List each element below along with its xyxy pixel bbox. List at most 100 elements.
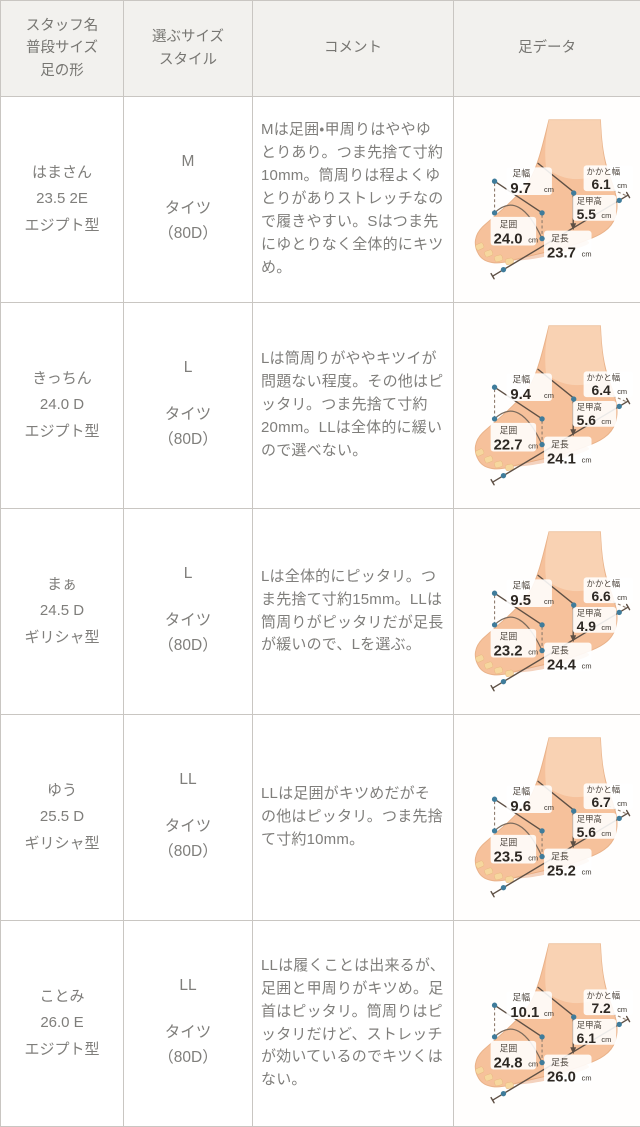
heel-width-value: 6.4 <box>591 382 611 398</box>
foot-width-unit: cm <box>544 391 554 400</box>
length-unit: cm <box>581 867 591 876</box>
header-size: 選ぶサイズ スタイル <box>124 1 253 97</box>
style-label: タイツ （80D） <box>125 815 251 865</box>
foot-width-value: 10.1 <box>510 1005 539 1021</box>
heel-width-value: 6.1 <box>591 176 611 192</box>
length-value: 23.7 <box>547 245 576 261</box>
heel-width-label: かかと幅 <box>586 372 620 382</box>
instep-height-unit: cm <box>601 828 611 837</box>
length-label: 足長 <box>550 233 568 243</box>
heel-width-unit: cm <box>617 387 627 396</box>
girth-value: 23.5 <box>493 849 522 865</box>
heel-width-value: 6.6 <box>591 588 611 604</box>
length-label: 足長 <box>550 1057 568 1067</box>
size-cell: L タイツ （80D） <box>124 509 253 715</box>
girth-unit: cm <box>528 1059 538 1068</box>
instep-height-label: 足甲高 <box>576 813 601 823</box>
chosen-size: LL <box>125 977 251 995</box>
length-label: 足長 <box>550 645 568 655</box>
chosen-size: L <box>125 359 251 377</box>
foot-width-value: 9.4 <box>510 387 531 403</box>
instep-height-unit: cm <box>601 622 611 631</box>
foot-width-unit: cm <box>544 185 554 194</box>
girth-value: 24.0 <box>493 231 522 247</box>
foot-width-value: 9.5 <box>510 593 531 609</box>
foot-width-label: 足幅 <box>512 373 530 384</box>
foot-measurement-illustration: 足幅 9.5 cm かかと幅 6.6 cm 足甲高 4.9 cm 足囲 23.2… <box>455 515 640 709</box>
girth-unit: cm <box>528 235 538 244</box>
style-label: タイツ （80D） <box>125 403 251 453</box>
instep-height-unit: cm <box>601 210 611 219</box>
girth-unit: cm <box>528 853 538 862</box>
girth-value: 23.2 <box>493 643 522 659</box>
size-cell: M タイツ （80D） <box>124 97 253 303</box>
instep-height-label: 足甲高 <box>576 401 601 411</box>
heel-width-label: かかと幅 <box>586 990 620 1000</box>
staff-cell: まぁ 24.5 D ギリシャ型 <box>1 509 124 715</box>
girth-label: 足囲 <box>499 1043 517 1053</box>
table-body: はまさん 23.5 2E エジプト型 M タイツ （80D） Mは足囲・甲周りは… <box>1 97 640 1127</box>
girth-label: 足囲 <box>499 837 517 847</box>
size-cell: LL タイツ （80D） <box>124 715 253 921</box>
header-staff: スタッフ名 普段サイズ 足の形 <box>1 1 124 97</box>
foot-measurement-illustration: 足幅 9.7 cm かかと幅 6.1 cm 足甲高 5.5 cm 足囲 24.0… <box>455 103 640 297</box>
chosen-size: LL <box>125 771 251 789</box>
heel-width-unit: cm <box>617 181 627 190</box>
table-row: まぁ 24.5 D ギリシャ型 L タイツ （80D） Lは全体的にピッタリ。つ… <box>1 509 640 715</box>
foot-data-cell: 足幅 9.6 cm かかと幅 6.7 cm 足甲高 5.6 cm 足囲 23.5… <box>454 715 640 921</box>
foot-width-label: 足幅 <box>512 167 530 178</box>
staff-cell: ことみ 26.0 E エジプト型 <box>1 921 124 1127</box>
length-unit: cm <box>581 249 591 258</box>
table-row: ゆう 25.5 D ギリシャ型 LL タイツ （80D） LLは足囲がキツめだが… <box>1 715 640 921</box>
foot-data-cell: 足幅 9.5 cm かかと幅 6.6 cm 足甲高 4.9 cm 足囲 23.2… <box>454 509 640 715</box>
comment-cell: LLは足囲がキツめだがその他はピッタリ。つま先捨て寸約10mm。 <box>253 715 454 921</box>
length-label: 足長 <box>550 851 568 861</box>
size-cell: LL タイツ （80D） <box>124 921 253 1127</box>
girth-unit: cm <box>528 441 538 450</box>
heel-width-label: かかと幅 <box>586 578 620 588</box>
foot-width-label: 足幅 <box>512 579 530 590</box>
chosen-size: L <box>125 565 251 583</box>
foot-width-unit: cm <box>544 1009 554 1018</box>
instep-height-label: 足甲高 <box>576 195 601 205</box>
instep-height-unit: cm <box>601 416 611 425</box>
foot-width-label: 足幅 <box>512 991 530 1002</box>
comment-cell: Lは筒周りがややキツイが問題ない程度。その他はピッタリ。つま先捨て寸約20mm。… <box>253 303 454 509</box>
girth-label: 足囲 <box>499 631 517 641</box>
girth-label: 足囲 <box>499 425 517 435</box>
header-comment: コメント <box>253 1 454 97</box>
foot-width-value: 9.6 <box>510 799 531 815</box>
header-footdata: 足データ <box>454 1 640 97</box>
staff-cell: きっちん 24.0 D エジプト型 <box>1 303 124 509</box>
foot-data-cell: 足幅 9.4 cm かかと幅 6.4 cm 足甲高 5.6 cm 足囲 22.7… <box>454 303 640 509</box>
heel-width-unit: cm <box>617 1005 627 1014</box>
staff-cell: はまさん 23.5 2E エジプト型 <box>1 97 124 303</box>
girth-value: 22.7 <box>493 437 522 453</box>
style-label: タイツ （80D） <box>125 1021 251 1071</box>
instep-height-value: 5.6 <box>576 411 596 427</box>
length-value: 26.0 <box>547 1069 576 1085</box>
size-cell: L タイツ （80D） <box>124 303 253 509</box>
instep-height-value: 5.5 <box>576 205 596 221</box>
length-label: 足長 <box>550 439 568 449</box>
foot-width-unit: cm <box>544 803 554 812</box>
style-label: タイツ （80D） <box>125 197 251 247</box>
comment-cell: Mは足囲・甲周りはややゆとりあり。つま先捨て寸約10mm。筒周りは程よくゆとりが… <box>253 97 454 303</box>
length-value: 24.1 <box>547 451 576 467</box>
foot-data-cell: 足幅 9.7 cm かかと幅 6.1 cm 足甲高 5.5 cm 足囲 24.0… <box>454 97 640 303</box>
length-value: 24.4 <box>547 657 577 673</box>
style-label: タイツ （80D） <box>125 609 251 659</box>
girth-unit: cm <box>528 647 538 656</box>
heel-width-value: 7.2 <box>591 1000 611 1016</box>
instep-height-label: 足甲高 <box>576 607 601 617</box>
heel-width-unit: cm <box>617 799 627 808</box>
girth-label: 足囲 <box>499 219 517 229</box>
comment-cell: Lは全体的にピッタリ。つま先捨て寸約15mm。LLは筒周りがピッタリだが足長が緩… <box>253 509 454 715</box>
comment-cell: LLは履くことは出来るが、足囲と甲周りがキツめ。足首はピッタリ。筒周りはピッタリ… <box>253 921 454 1127</box>
heel-width-value: 6.7 <box>591 794 611 810</box>
length-value: 25.2 <box>547 863 576 879</box>
foot-width-label: 足幅 <box>512 785 530 796</box>
heel-width-unit: cm <box>617 593 627 602</box>
foot-width-value: 9.7 <box>510 181 531 197</box>
